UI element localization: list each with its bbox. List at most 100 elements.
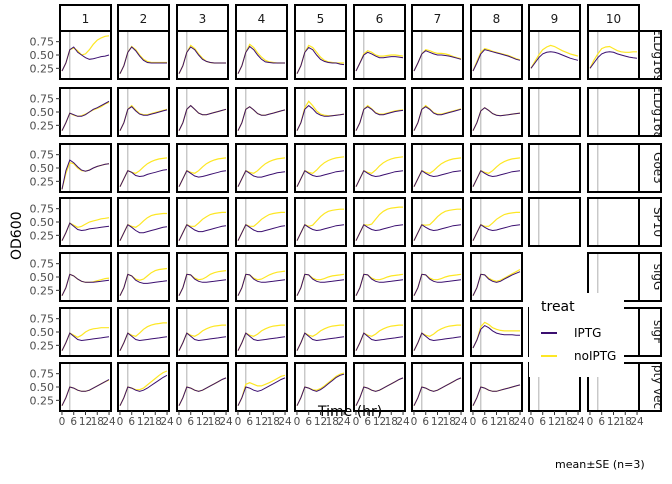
panel-background [529, 144, 580, 192]
column-strip-label: 7 [434, 12, 442, 26]
panel-border [294, 143, 347, 193]
series-iptg-line [472, 49, 521, 72]
panel-border [117, 87, 170, 137]
series-iptg-line [413, 169, 462, 187]
series-noiptg-line [355, 50, 404, 72]
x-tick-label: 18 [91, 416, 104, 428]
panel-background [118, 253, 169, 301]
panel-border [411, 307, 464, 357]
panel-border [411, 87, 464, 137]
x-tick-label: 24 [454, 416, 468, 428]
panel-background [588, 88, 639, 136]
panel-background [177, 198, 228, 246]
panel-background [588, 144, 639, 192]
series-iptg-line [472, 169, 521, 187]
y-tick-label: 0.50 [30, 326, 55, 339]
x-tick-label: 24 [630, 416, 644, 428]
series-iptg-line [413, 377, 462, 406]
panel-border [117, 197, 170, 247]
panel-background [118, 308, 169, 356]
series-iptg-line [61, 379, 110, 406]
series-iptg-line [237, 169, 286, 187]
panel-background [177, 363, 228, 411]
y-tick-label: 0.50 [30, 271, 55, 284]
panel-background [236, 363, 287, 411]
x-tick-label: 0 [411, 416, 418, 428]
series-iptg-line [355, 223, 404, 241]
x-tick-label: 6 [422, 416, 429, 428]
panel-border [470, 143, 523, 193]
panel-border [470, 252, 523, 302]
series-iptg-line [61, 46, 110, 72]
panel-background [412, 308, 463, 356]
series-iptg-line [355, 332, 404, 351]
series-iptg-line [178, 104, 227, 131]
legend-title: treat [541, 299, 575, 315]
x-tick-label: 6 [481, 416, 488, 428]
series-iptg-line [119, 169, 168, 187]
y-tick-label: 0.25 [30, 339, 55, 352]
panel-background [236, 253, 287, 301]
x-tick-label: 0 [59, 416, 66, 428]
series-iptg-line [61, 100, 110, 131]
y-tick-label: 0.50 [30, 162, 55, 175]
x-tick-label: 12 [431, 416, 444, 428]
panel-border [176, 197, 229, 247]
panel-background [588, 198, 639, 246]
panel-background [236, 144, 287, 192]
series-iptg-line [178, 332, 227, 351]
panel-background [412, 88, 463, 136]
panel-background [118, 144, 169, 192]
panel-border [587, 30, 640, 80]
row-strip-clip: SP10 [651, 207, 665, 237]
x-tick-label: 6 [364, 416, 371, 428]
row-strip-label: ELDg169 [651, 28, 665, 82]
panel-border [587, 87, 640, 137]
x-tick-label: 18 [208, 416, 221, 428]
x-tick-label: 24 [278, 416, 292, 428]
series-iptg-line [119, 223, 168, 241]
row-strip-clip: sigF [651, 320, 660, 344]
y-tick-label: 0.75 [30, 313, 55, 326]
panel-border [353, 143, 406, 193]
series-iptg-line [472, 223, 521, 241]
row-strip-label: SP10 [651, 207, 665, 237]
panel-background [236, 308, 287, 356]
panel-border [353, 30, 406, 80]
legend-label-noiptg: noIPTG [574, 349, 617, 363]
column-strip-label: 5 [317, 12, 325, 26]
panel-border [176, 87, 229, 137]
series-noiptg-line [530, 44, 579, 69]
x-tick-label: 18 [326, 416, 339, 428]
row-strip-label: pty vec [651, 365, 665, 409]
panel-background [295, 88, 346, 136]
panel-border [353, 87, 406, 137]
x-tick-label: 12 [137, 416, 150, 428]
panel-background [295, 198, 346, 246]
series-iptg-line [296, 273, 345, 296]
legend-key-noiptg [539, 347, 559, 365]
column-strip-label: 8 [493, 12, 501, 26]
y-tick-label: 0.25 [30, 284, 55, 297]
x-tick-label: 24 [160, 416, 174, 428]
row-strip-clip: pty vec [651, 365, 665, 409]
column-strip-label: 3 [199, 12, 207, 26]
series-iptg-line [178, 169, 227, 187]
series-iptg-line [237, 273, 286, 296]
x-tick-label: 0 [294, 416, 301, 428]
column-strip-label: 1 [82, 12, 90, 26]
panel-background [177, 253, 228, 301]
x-tick-label: 0 [176, 416, 183, 428]
series-iptg-line [472, 324, 520, 349]
panel-border [235, 143, 288, 193]
column-strip-label: 9 [551, 12, 559, 26]
series-iptg-line [119, 273, 168, 296]
series-iptg-line [472, 107, 521, 131]
panel-border [294, 307, 347, 357]
panel-background [177, 144, 228, 192]
x-tick-label: 0 [353, 416, 360, 428]
panel-background [471, 198, 522, 246]
panel-background [471, 31, 522, 79]
panel-background [471, 253, 522, 301]
